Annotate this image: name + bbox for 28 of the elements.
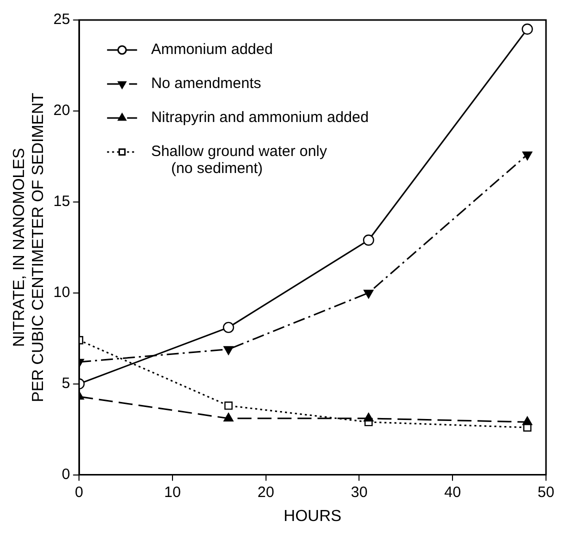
point <box>522 152 532 160</box>
legend-label: No amendments <box>151 75 262 92</box>
y-tick-label: 5 <box>62 374 70 392</box>
x-tick-label: 50 <box>538 484 554 501</box>
x-tick-label: 30 <box>350 484 368 501</box>
point <box>224 412 234 422</box>
x-tick-label: 10 <box>164 484 181 501</box>
point <box>522 416 532 426</box>
legend-label: Ammonium added <box>151 41 273 58</box>
point <box>364 290 374 298</box>
y-tick-label: 10 <box>53 284 70 302</box>
legend-label: Shallow ground water only (no sediment) <box>151 143 328 178</box>
y-tick-label: 20 <box>53 102 70 120</box>
x-tick-label: 40 <box>444 484 461 501</box>
x-tick-label: 0 <box>74 484 84 501</box>
point <box>362 234 374 246</box>
point <box>222 322 234 334</box>
x-axis-title: HOURS <box>284 508 342 525</box>
y-tick-label: 15 <box>53 193 70 210</box>
y-axis-title: NITRATE, IN NANOMOLES PER CUBIC CENTIMETER OF SEDIMENT <box>11 92 48 402</box>
y-tick-label: 0 <box>62 466 70 483</box>
point <box>522 23 533 35</box>
point <box>364 412 374 422</box>
point <box>224 402 233 410</box>
legend-label: Nitrapyrin and ammonium added <box>151 109 369 126</box>
y-tick-label: 25 <box>53 11 70 28</box>
x-tick-label: 20 <box>258 484 274 501</box>
point <box>224 346 234 355</box>
